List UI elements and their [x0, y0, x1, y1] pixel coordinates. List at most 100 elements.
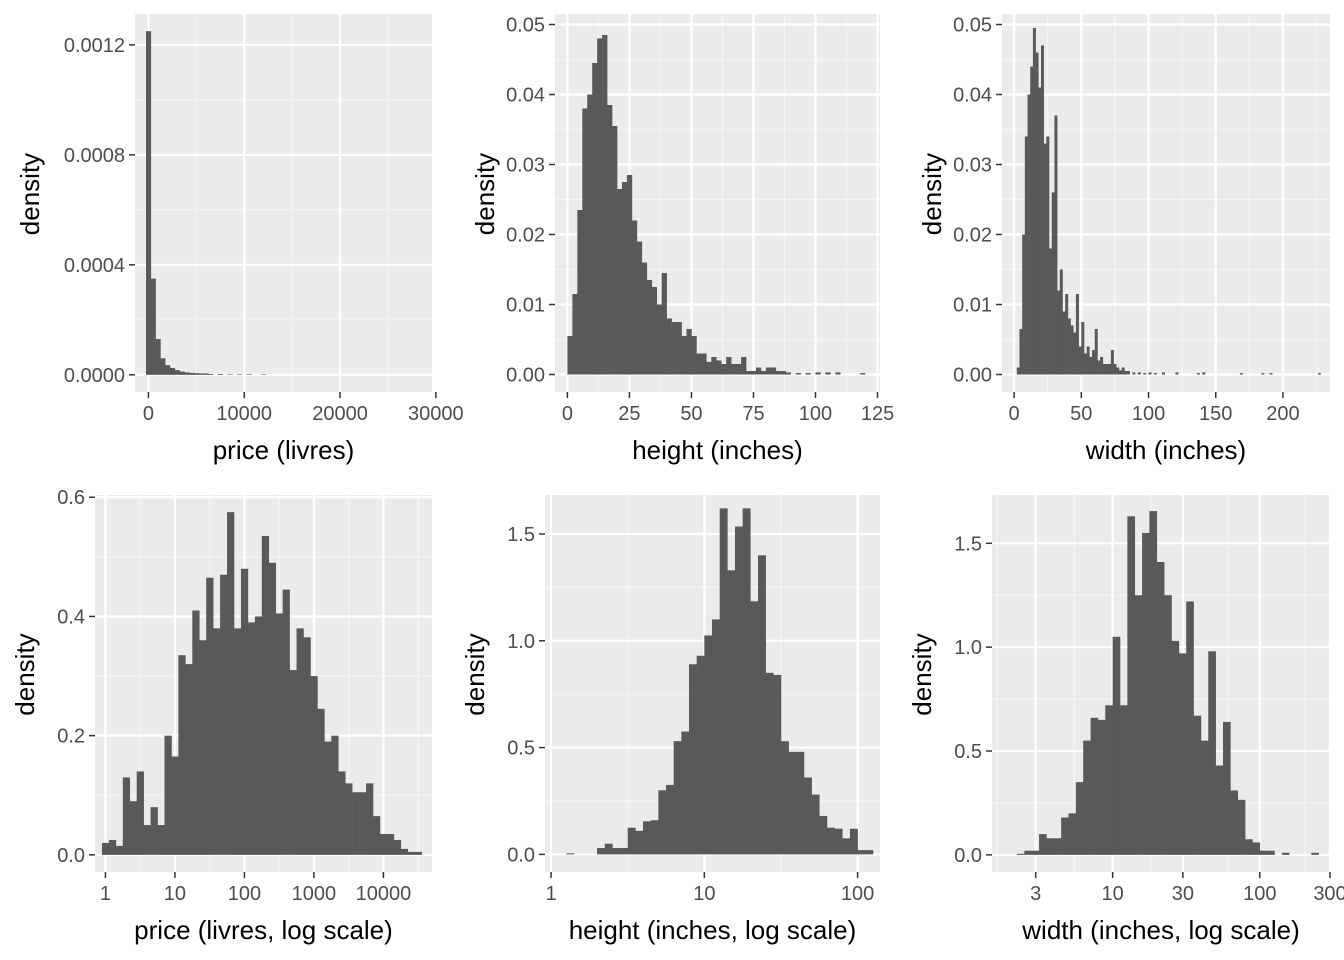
y-tick-label: 1.5	[507, 524, 535, 546]
histogram-bar	[842, 838, 851, 855]
histogram-bar	[835, 372, 841, 375]
histogram-bar	[143, 825, 151, 855]
histogram-bar	[1105, 705, 1113, 855]
histogram-bar	[686, 329, 692, 375]
histogram-bar	[220, 574, 228, 855]
histogram-bar	[620, 847, 628, 855]
histogram-bar	[1039, 834, 1047, 855]
x-tick-label: 1	[100, 883, 111, 905]
histogram-bar	[1017, 853, 1025, 855]
y-tick-label: 0.5	[954, 741, 982, 763]
x-tick-label: 100	[1132, 403, 1165, 425]
histogram-bar	[240, 568, 249, 855]
histogram-bar	[1108, 364, 1112, 375]
histogram-bar	[208, 373, 214, 375]
histogram-bar	[1149, 511, 1158, 855]
y-tick-label: 0.05	[953, 15, 992, 37]
histogram-bar	[750, 601, 759, 855]
histogram-bar	[115, 845, 124, 855]
histogram-bar	[1239, 373, 1243, 375]
histogram-bar	[1193, 715, 1202, 855]
histogram-bar	[213, 628, 221, 855]
y-tick-label: 0.0	[954, 845, 982, 867]
histogram-bar	[1027, 94, 1031, 375]
histogram-bar	[108, 839, 117, 855]
x-tick-label: 1000	[292, 883, 337, 905]
histogram-bar	[1053, 838, 1062, 855]
histogram-bar	[656, 304, 662, 375]
histogram-bar	[157, 825, 165, 855]
histogram-bar	[237, 374, 243, 375]
histogram-bar	[741, 357, 747, 375]
histogram-bars	[101, 512, 422, 855]
histogram-bar	[1134, 595, 1143, 855]
histogram-bar	[706, 361, 712, 375]
histogram-bar	[736, 364, 742, 375]
histogram-bar	[1215, 765, 1224, 855]
histogram-bar	[303, 637, 311, 855]
y-tick-label: 0.0	[507, 844, 535, 866]
histogram-bar	[164, 735, 172, 855]
y-axis-title: density	[15, 153, 45, 235]
histogram-bar	[795, 373, 801, 375]
histogram-bar	[1075, 294, 1079, 375]
histogram-bar	[185, 664, 193, 855]
histogram-bar	[178, 655, 186, 855]
histogram-bar	[261, 535, 270, 855]
panel-width: 0 50 100 150 200 0.00 0.01 0.02 0.03 0.04 0.05 widt…	[917, 14, 1330, 465]
histogram-bar	[1030, 66, 1034, 375]
histogram-bar	[727, 570, 736, 855]
histogram-bar	[1119, 705, 1128, 855]
x-tick-label: 125	[861, 403, 894, 425]
histogram-bar	[352, 792, 360, 855]
histogram-bar	[1261, 373, 1265, 375]
histogram-bar	[1086, 346, 1090, 375]
histogram-bar	[160, 358, 166, 375]
histogram-bar	[1068, 813, 1077, 855]
histogram-bar	[627, 827, 636, 855]
y-tick-label: 0.03	[953, 155, 992, 177]
histogram-bar	[1156, 561, 1165, 855]
histogram-bar	[268, 562, 276, 855]
y-tick-label: 0.03	[506, 155, 545, 177]
histogram-bar	[643, 821, 651, 855]
histogram-bar	[1127, 371, 1131, 375]
histogram-bar	[1161, 372, 1165, 375]
histogram-bar	[785, 372, 791, 375]
histogram-bars	[566, 508, 874, 855]
y-tick-label: 0.04	[953, 85, 992, 107]
histogram-bar	[1075, 782, 1084, 855]
histogram-bar	[673, 741, 682, 855]
x-tick-label: 20000	[312, 403, 368, 425]
histogram-bar	[1118, 370, 1122, 375]
x-axis-title: price (livres)	[213, 435, 355, 465]
histogram-bar	[805, 373, 811, 375]
histogram-bar	[1148, 372, 1152, 375]
histogram-bar	[716, 360, 722, 375]
histogram-bar	[734, 526, 743, 855]
histogram-bar	[1035, 52, 1039, 375]
histogram-bar	[227, 374, 233, 375]
histogram-bar	[1127, 516, 1136, 855]
histogram-bar	[122, 777, 131, 855]
panel-height: 0 25 50 75 100 125 0.00 0.01 0.02 0.03 0.04 0.05 hei…	[470, 14, 894, 465]
x-tick-label: 10000	[216, 403, 272, 425]
y-tick-label: 0.02	[506, 225, 545, 247]
histogram-bar	[773, 674, 782, 855]
y-tick-label: 0.01	[953, 295, 992, 317]
histogram-bar	[1259, 850, 1268, 855]
histogram-bar	[641, 262, 648, 375]
histogram-bars	[567, 35, 866, 375]
histogram-bar	[1281, 852, 1290, 855]
y-axis-title: density	[460, 633, 490, 715]
y-tick-label: 1.0	[507, 631, 535, 653]
histogram-bar	[681, 731, 690, 855]
histogram-bar	[780, 741, 789, 855]
histogram-bar	[788, 751, 797, 855]
panel-price: 0 10000 20000 30000 0.0000 0.0004 0.0008 0.0012…	[15, 14, 464, 465]
histogram-bar	[826, 827, 835, 855]
y-tick-label: 0.0008	[64, 145, 125, 167]
y-tick-label: 0.0	[57, 845, 85, 867]
histogram-bar	[1153, 373, 1157, 375]
histogram-bar	[1143, 373, 1147, 375]
